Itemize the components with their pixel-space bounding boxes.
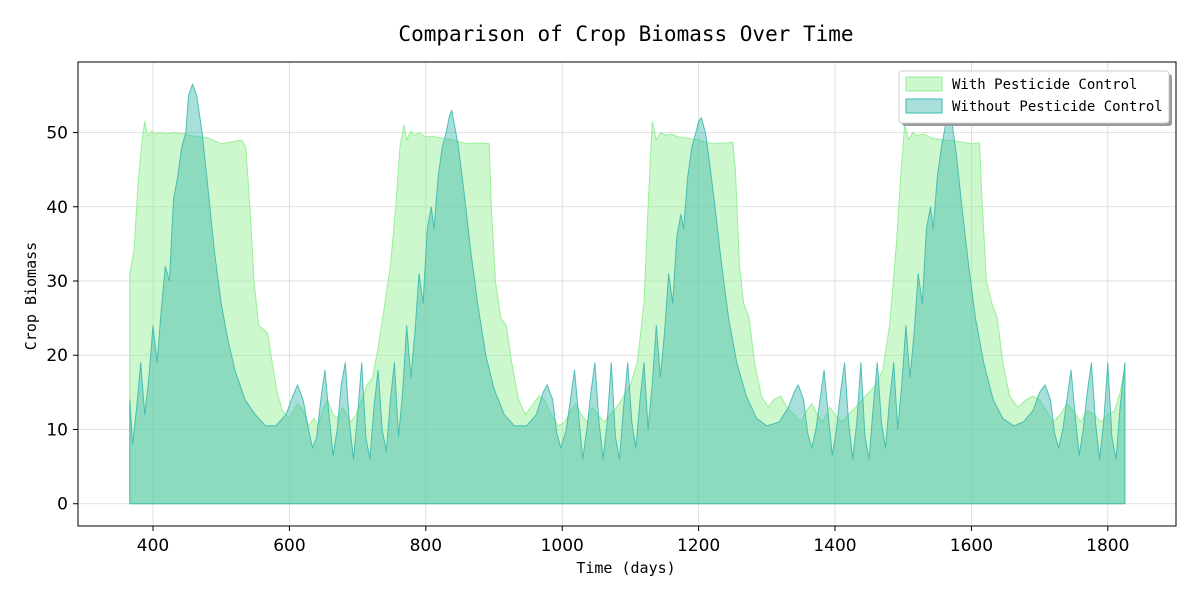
y-tick-label: 0 xyxy=(57,495,68,515)
y-tick-label: 30 xyxy=(46,272,68,292)
x-tick-label: 1600 xyxy=(950,536,993,556)
legend-swatch-without-pesticide xyxy=(905,98,943,114)
x-tick-label: 1200 xyxy=(677,536,720,556)
x-axis-label: Time (days) xyxy=(576,559,675,577)
y-tick-label: 40 xyxy=(46,198,68,218)
chart-title: Comparison of Crop Biomass Over Time xyxy=(398,22,853,46)
legend-label-without-pesticide: Without Pesticide Control xyxy=(952,99,1163,115)
y-tick-label: 50 xyxy=(46,124,68,144)
plot-frame xyxy=(77,61,1177,527)
y-tick-label: 10 xyxy=(46,420,68,440)
legend: With Pesticide Control Without Pesticide… xyxy=(898,70,1172,126)
x-axis: 400 600 800 1000 1200 1400 1600 1800 xyxy=(137,526,1129,556)
series-layer xyxy=(129,83,1126,505)
x-tick-label: 600 xyxy=(273,536,305,556)
legend-label-with-pesticide: With Pesticide Control xyxy=(952,77,1137,93)
y-axis: 0 10 20 30 40 50 xyxy=(46,124,78,515)
legend-swatch-with-pesticide xyxy=(905,76,943,92)
y-axis-label: Crop Biomass xyxy=(22,242,40,350)
x-tick-label: 1800 xyxy=(1086,536,1129,556)
y-tick-label: 20 xyxy=(46,346,68,366)
legend-box xyxy=(898,70,1170,124)
x-tick-label: 1400 xyxy=(813,536,856,556)
grid xyxy=(78,62,1176,526)
x-tick-label: 400 xyxy=(137,536,169,556)
x-tick-label: 800 xyxy=(410,536,442,556)
x-tick-label: 1000 xyxy=(541,536,584,556)
